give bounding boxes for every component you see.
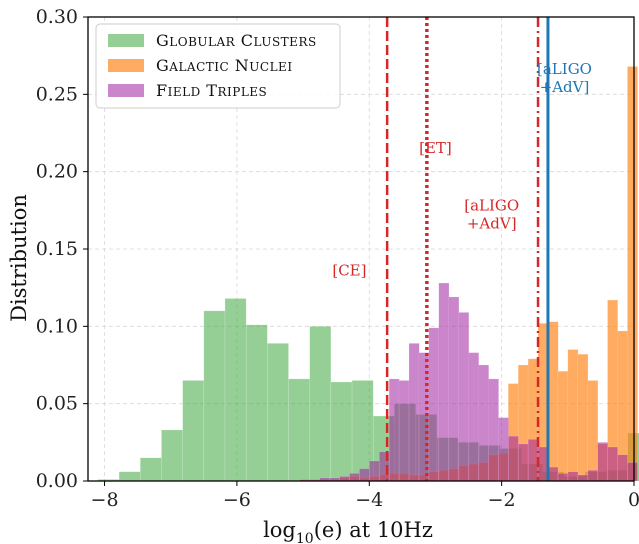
x-tick-label: −2 [488,489,516,511]
bar-field-triples [508,435,519,482]
bar-globular-clusters [118,471,141,482]
legend-swatch [108,84,144,97]
legend: GLOBULAR CLUSTERS GALACTIC NUCLEI FIELD TR… [95,23,341,109]
bar-globular-clusters [330,381,353,482]
bar-globular-clusters [309,326,332,482]
bar-globular-clusters [267,343,289,482]
bar-field-triples [617,454,628,482]
bar-field-triples [478,364,489,482]
bar-field-triples [488,378,499,482]
legend-box [95,23,341,109]
bar-globular-clusters [161,429,183,482]
bar-field-triples [339,476,350,482]
bar-field-triples [349,473,360,482]
bar-galactic-nuclei [557,370,569,482]
bar-field-triples [517,443,529,482]
bar-globular-clusters [224,298,247,482]
legend-label: FIELD TRIPLES [156,81,267,100]
x-tick-label: −8 [91,489,119,511]
bar-field-triples [458,312,470,482]
threshold-label: [aLIGO +AdV] [464,196,519,232]
y-tick-label: 0.05 [36,393,78,415]
y-tick-label: 0.20 [36,161,78,183]
bar-field-triples [438,282,450,482]
bar-galactic-nuclei [587,380,599,482]
bar-galactic-nuclei [547,321,559,482]
bar-field-triples [359,468,370,482]
bar-field-triples [388,378,400,482]
bar-field-triples [597,442,609,482]
y-tick-label: 0.25 [36,83,78,105]
histogram-bars [97,66,639,482]
bar-field-triples [448,296,460,482]
legend-swatch [108,34,144,47]
bar-field-triples [567,471,579,482]
y-tick-label: 0.10 [36,315,78,337]
threshold-label: [aLIGO +AdV] [537,60,592,96]
legend-swatch [108,59,144,72]
bar-galactic-nuclei [567,349,579,482]
y-axis-title: Distribution [7,194,31,322]
bar-field-triples [369,460,380,482]
bar-field-triples [607,446,619,482]
bar-globular-clusters [182,380,205,482]
bar-field-triples [557,473,569,482]
bar-field-triples [547,466,559,482]
y-tick-label: 0.30 [36,6,78,28]
legend-label: GLOBULAR CLUSTERS [156,31,317,50]
legend-label: GALACTIC NUCLEI [156,56,293,75]
bar-field-triples [577,474,589,482]
x-tick-label: −4 [355,489,383,511]
bar-globular-clusters [140,457,162,482]
bar-field-triples [587,469,599,482]
y-tick-label: 0.15 [36,238,78,260]
bar-field-triples [428,327,440,482]
bar-field-triples [468,352,480,482]
bar-globular-clusters [288,378,310,482]
x-tick-label: 0 [628,489,639,511]
axis-ticks: 0.00 0.05 0.10 0.15 0.20 0.25 0.30 −8 −6 −4 −2 0 [36,6,639,511]
bar-field-triples [498,417,509,482]
detector-threshold-lines: [CE] [ET] [aLIGO +AdV] [aLIGO +AdV] [332,17,592,481]
x-tick-label: −6 [223,489,251,511]
bar-field-triples [398,380,410,482]
bar-field-triples [408,343,420,482]
threshold-label: [ET] [419,139,452,157]
y-tick-label: 0.00 [36,470,78,492]
threshold-label: [CE] [332,261,366,279]
bar-globular-clusters [245,324,268,482]
bar-field-triples [627,462,638,482]
bar-galactic-nuclei [577,353,589,482]
x-axis-title: log10(e) at 10Hz [263,518,433,544]
bar-galactic-nuclei [627,66,638,482]
bar-globular-clusters [203,310,226,482]
